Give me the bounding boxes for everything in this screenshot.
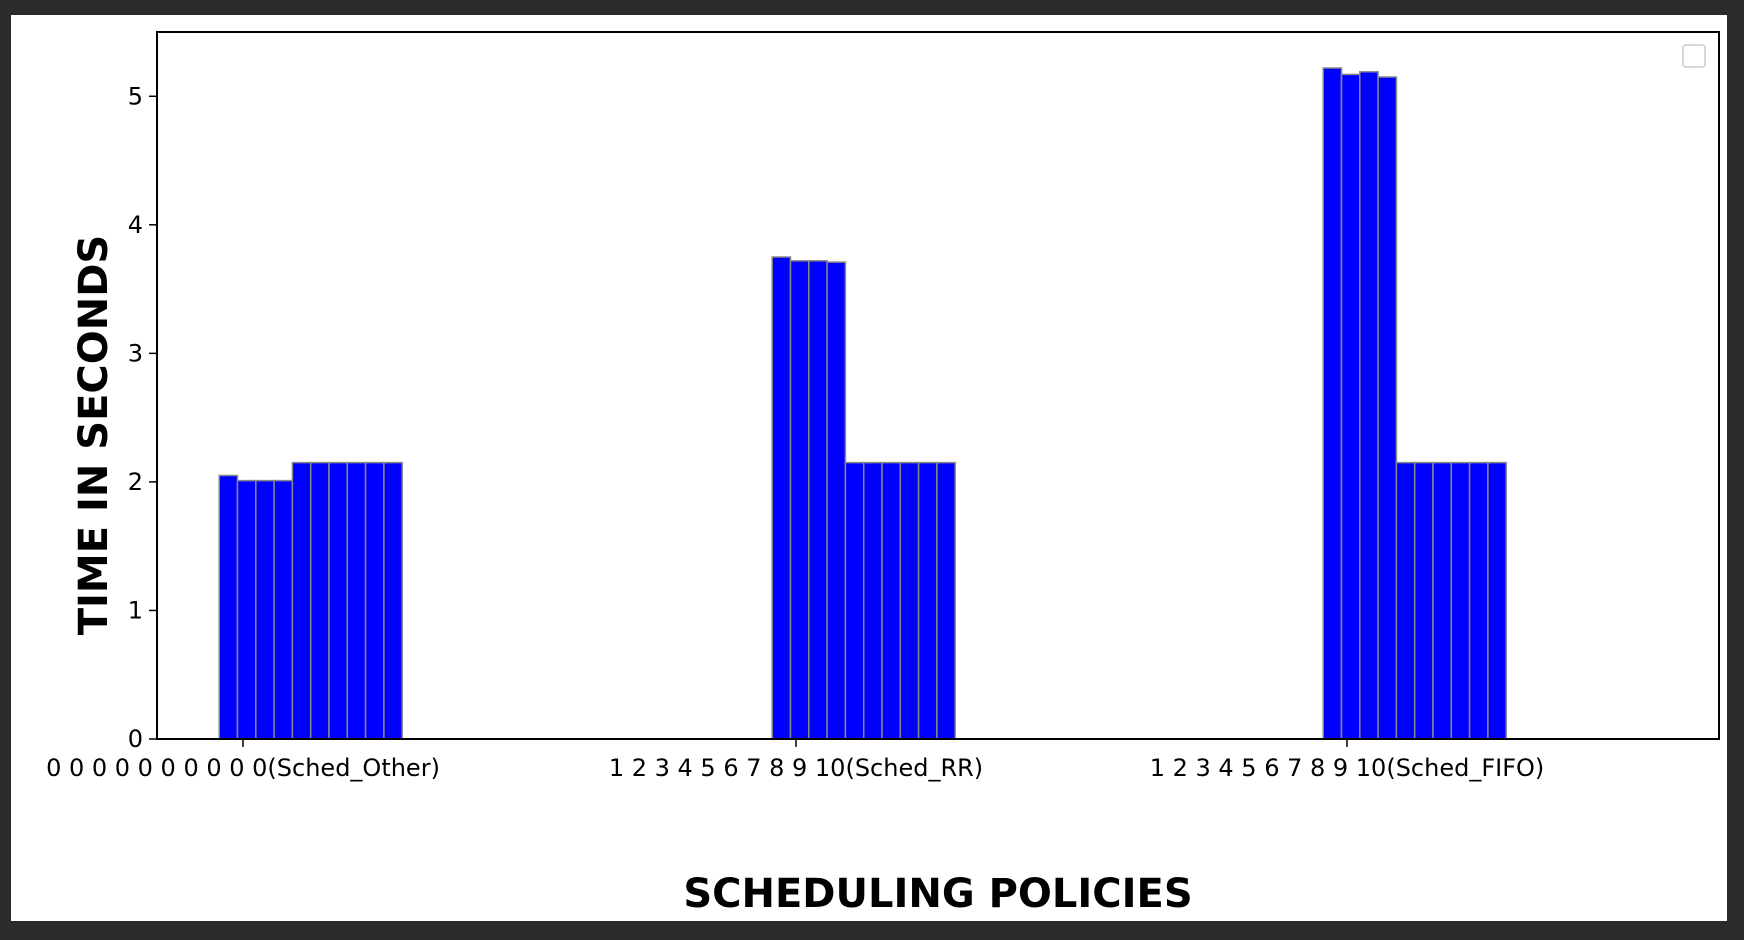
y-axis-ticks: 0 1 2 3 4 5 xyxy=(128,82,157,753)
bars-group xyxy=(218,67,1507,740)
y-axis-title: TIME IN SECONDS xyxy=(71,235,117,636)
bar xyxy=(1359,71,1379,740)
y-tick-label: 2 xyxy=(128,468,143,496)
bar xyxy=(1377,76,1398,740)
bar xyxy=(862,461,883,740)
bar xyxy=(1432,461,1453,740)
bar xyxy=(346,461,367,740)
x-axis-title: SCHEDULING POLICIES xyxy=(683,871,1192,917)
bar xyxy=(1395,461,1416,740)
bar xyxy=(917,461,938,740)
bar xyxy=(273,479,294,740)
bar xyxy=(236,479,257,740)
bar xyxy=(808,260,828,740)
y-tick-label: 3 xyxy=(128,339,143,367)
bar xyxy=(789,260,810,740)
x-tick-label: 1 2 3 4 5 6 7 8 9 10(Sched_FIFO) xyxy=(1150,754,1545,782)
x-axis-ticks: 0 0 0 0 0 0 0 0 0 0(Sched_Other) 1 2 3 4 … xyxy=(46,739,1544,782)
bar xyxy=(1340,73,1361,740)
x-tick-label: 1 2 3 4 5 6 7 8 9 10(Sched_RR) xyxy=(609,754,983,782)
y-tick-label: 4 xyxy=(128,211,143,239)
bar xyxy=(771,256,792,740)
bar xyxy=(218,474,239,740)
bar xyxy=(328,461,349,740)
bar-chart: 0 1 2 3 4 5 0 0 0 0 0 0 0 0 0 0(Sched_Other) 1… xyxy=(46,31,1720,917)
bar xyxy=(881,461,902,740)
bar xyxy=(1413,461,1434,740)
bar xyxy=(364,461,385,740)
bar xyxy=(1487,461,1507,740)
plot-area-border xyxy=(156,31,1720,740)
bar xyxy=(383,461,403,740)
legend-box xyxy=(1682,44,1706,68)
y-tick-label: 1 xyxy=(128,596,143,624)
y-tick-label: 0 xyxy=(128,725,143,753)
bar xyxy=(309,461,330,740)
bar xyxy=(1468,461,1489,740)
bar xyxy=(1450,461,1471,740)
bar xyxy=(936,461,956,740)
bar xyxy=(899,461,920,740)
bar xyxy=(291,461,312,740)
y-tick-label: 5 xyxy=(128,82,143,110)
x-tick-label: 0 0 0 0 0 0 0 0 0 0(Sched_Other) xyxy=(46,754,440,782)
bar xyxy=(826,261,847,740)
chart-figure: 0 1 2 3 4 5 0 0 0 0 0 0 0 0 0 0(Sched_Other) 1… xyxy=(11,15,1727,921)
bar xyxy=(844,461,865,740)
bar xyxy=(1322,67,1343,740)
bar xyxy=(255,479,275,740)
